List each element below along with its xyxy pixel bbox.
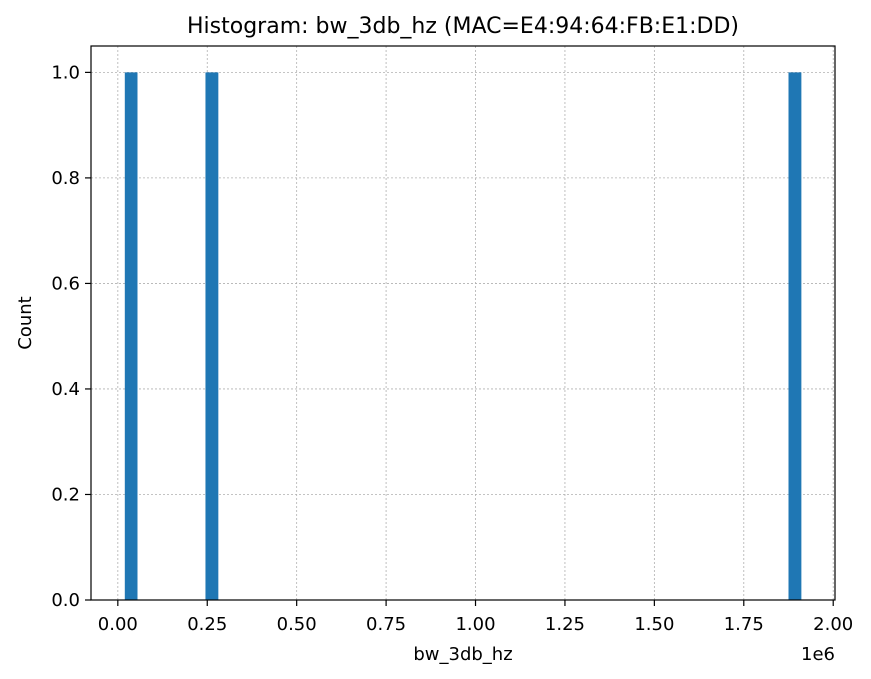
x-tick-label: 1.25 <box>545 614 585 635</box>
chart-title: Histogram: bw_3db_hz (MAC=E4:94:64:FB:E1… <box>187 14 739 39</box>
grid <box>91 46 835 601</box>
y-tick-label: 0.0 <box>51 590 80 611</box>
histogram-bar <box>788 72 802 600</box>
x-tick-label: 0.75 <box>366 614 406 635</box>
y-tick-label: 1.0 <box>51 62 80 83</box>
x-tick-label: 1.75 <box>724 614 764 635</box>
y-tick-label: 0.4 <box>51 379 80 400</box>
x-axis-label: bw_3db_hz <box>413 644 512 665</box>
x-tick-label: 0.25 <box>187 614 227 635</box>
x-tick-label: 0.00 <box>98 614 138 635</box>
x-tick-label: 1.00 <box>455 614 495 635</box>
histogram-bar <box>205 72 219 600</box>
x-tick-label: 2.00 <box>813 614 853 635</box>
y-axis-label: Count <box>15 296 36 349</box>
histogram-bar <box>124 72 138 600</box>
plot-frame <box>90 45 836 601</box>
y-tick-label: 0.6 <box>51 273 80 294</box>
x-offset-label: 1e6 <box>801 644 835 665</box>
x-tick-label: 1.50 <box>634 614 674 635</box>
y-tick-label: 0.8 <box>51 168 80 189</box>
histogram-bars <box>124 72 802 600</box>
y-tick-label: 0.2 <box>51 484 80 505</box>
axis-ticks: 0.00 0.25 0.50 0.75 1.00 1.25 1.50 1.75 2.00 0.0 0… <box>51 62 853 635</box>
x-tick-label: 0.50 <box>277 614 317 635</box>
